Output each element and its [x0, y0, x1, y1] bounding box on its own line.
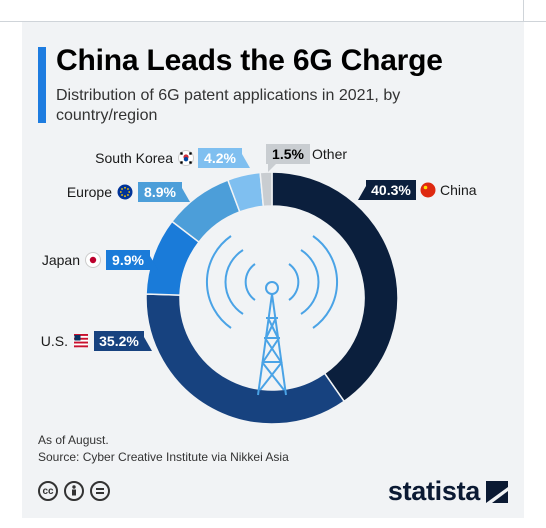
creative-commons-icon[interactable]: cc: [38, 481, 58, 501]
label-south-korea: 4.2% South Korea: [95, 148, 250, 168]
donut-slices: [145, 171, 399, 425]
value-label: 9.9%: [112, 252, 144, 268]
japan-flag-icon: [85, 252, 101, 268]
us-flag-icon: [73, 333, 89, 349]
label-japan: 9.9% Japan: [42, 250, 158, 270]
slice-china[interactable]: [271, 171, 399, 403]
value-label: 1.5%: [272, 146, 304, 162]
category-label: South Korea: [95, 150, 173, 166]
footnote: As of August. Source: Cyber Creative Ins…: [38, 432, 289, 466]
license-icons: cc: [38, 481, 110, 501]
title-accent-bar: [38, 47, 46, 123]
slice-other[interactable]: [259, 171, 273, 208]
category-label: China: [440, 182, 477, 198]
tower-icon: [205, 235, 339, 396]
europe-flag-icon: [117, 184, 133, 200]
category-label: Japan: [42, 252, 80, 268]
footnote-date: As of August.: [38, 433, 109, 447]
slice-u-s[interactable]: [145, 293, 346, 425]
value-box-pointer: [242, 154, 250, 168]
value-box: [198, 148, 242, 168]
value-box: [266, 144, 310, 164]
chart-background: [22, 22, 524, 518]
category-label: U.S.: [41, 333, 68, 349]
value-box-pointer: [144, 337, 152, 351]
chart-subtitle: Distribution of 6G patent applications i…: [56, 87, 401, 124]
value-label: 35.2%: [99, 333, 139, 349]
china-flag-icon: [420, 182, 436, 198]
no-derivatives-icon[interactable]: [90, 481, 110, 501]
south-korea-flag-icon: [178, 150, 194, 166]
top-border: [0, 21, 546, 22]
value-box: [366, 180, 416, 200]
brand-name: statista: [387, 476, 480, 506]
value-box-pointer: [358, 186, 366, 200]
label-europe: 8.9% Europe: [67, 182, 190, 202]
statista-logo[interactable]: statista: [388, 476, 508, 507]
value-box: [138, 182, 182, 202]
value-box-pointer: [150, 256, 158, 270]
value-label: 4.2%: [204, 150, 236, 166]
attribution-icon[interactable]: [64, 481, 84, 501]
corner-tick: [523, 0, 524, 22]
value-box: [106, 250, 150, 270]
value-label: 40.3%: [371, 182, 411, 198]
category-label: Europe: [67, 184, 112, 200]
slice-labels: 40.3% China 35.2% U.S. 9.9% Japan 8.9% Europe 4.…: [41, 144, 477, 351]
value-box-pointer: [268, 164, 276, 172]
value-label: 8.9%: [144, 184, 176, 200]
category-label: Other: [312, 146, 347, 162]
label-u-s: 35.2% U.S.: [41, 331, 152, 351]
value-box-pointer: [182, 188, 190, 202]
statista-mark-icon: [486, 480, 508, 503]
label-china: 40.3% China: [358, 180, 477, 200]
footnote-source: Source: Cyber Creative Institute via Nik…: [38, 450, 289, 464]
label-other: 1.5% Other: [266, 144, 347, 172]
chart-title: China Leads the 6G Charge: [56, 44, 443, 77]
value-box: [94, 331, 144, 351]
